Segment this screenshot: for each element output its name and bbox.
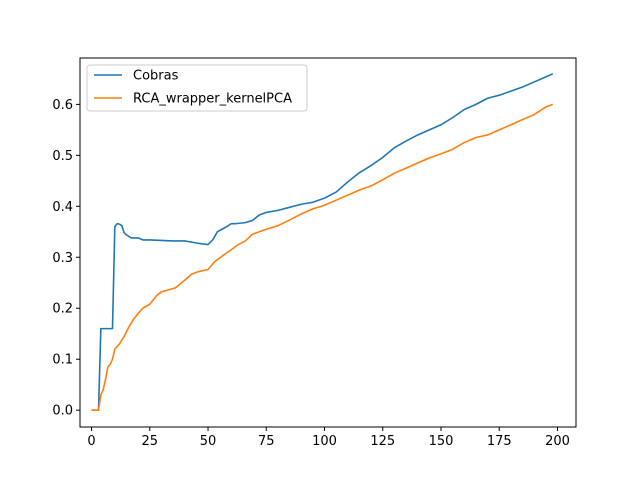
legend-label-cobras: Cobras [133, 69, 179, 84]
x-tick-label: 150 [429, 434, 454, 449]
x-tick-label: 0 [87, 434, 95, 449]
x-tick-label: 125 [370, 434, 395, 449]
x-tick-label: 75 [258, 434, 275, 449]
series-layer [91, 73, 554, 411]
plot-area [80, 58, 576, 427]
axes-layer: 0 25 50 75 100 125 150 175 200 0.0 0.1 0.2 0.3 0.4 0.5… [52, 57, 577, 449]
plot-frame [79, 57, 577, 428]
y-tick-label: 0.6 [52, 98, 73, 113]
series-line-0 [91, 73, 554, 411]
x-tick-label: 175 [487, 434, 512, 449]
x-tick-label: 50 [200, 434, 217, 449]
y-tick-label: 0.0 [52, 404, 73, 419]
y-tick-label: 0.2 [52, 302, 73, 317]
legend: Cobras RCA_wrapper_kernelPCA [86, 64, 308, 112]
legend-label-rca: RCA_wrapper_kernelPCA [133, 92, 292, 107]
x-tick-label: 200 [545, 434, 570, 449]
y-tick-label: 0.1 [52, 353, 73, 368]
legend-box [86, 64, 308, 112]
x-tick-label: 25 [142, 434, 159, 449]
y-tick-label: 0.5 [52, 149, 73, 164]
x-tick-label: 100 [312, 434, 337, 449]
y-tick-label: 0.4 [52, 200, 73, 215]
y-tick-label: 0.3 [52, 251, 73, 266]
series-line-1 [91, 103, 554, 411]
